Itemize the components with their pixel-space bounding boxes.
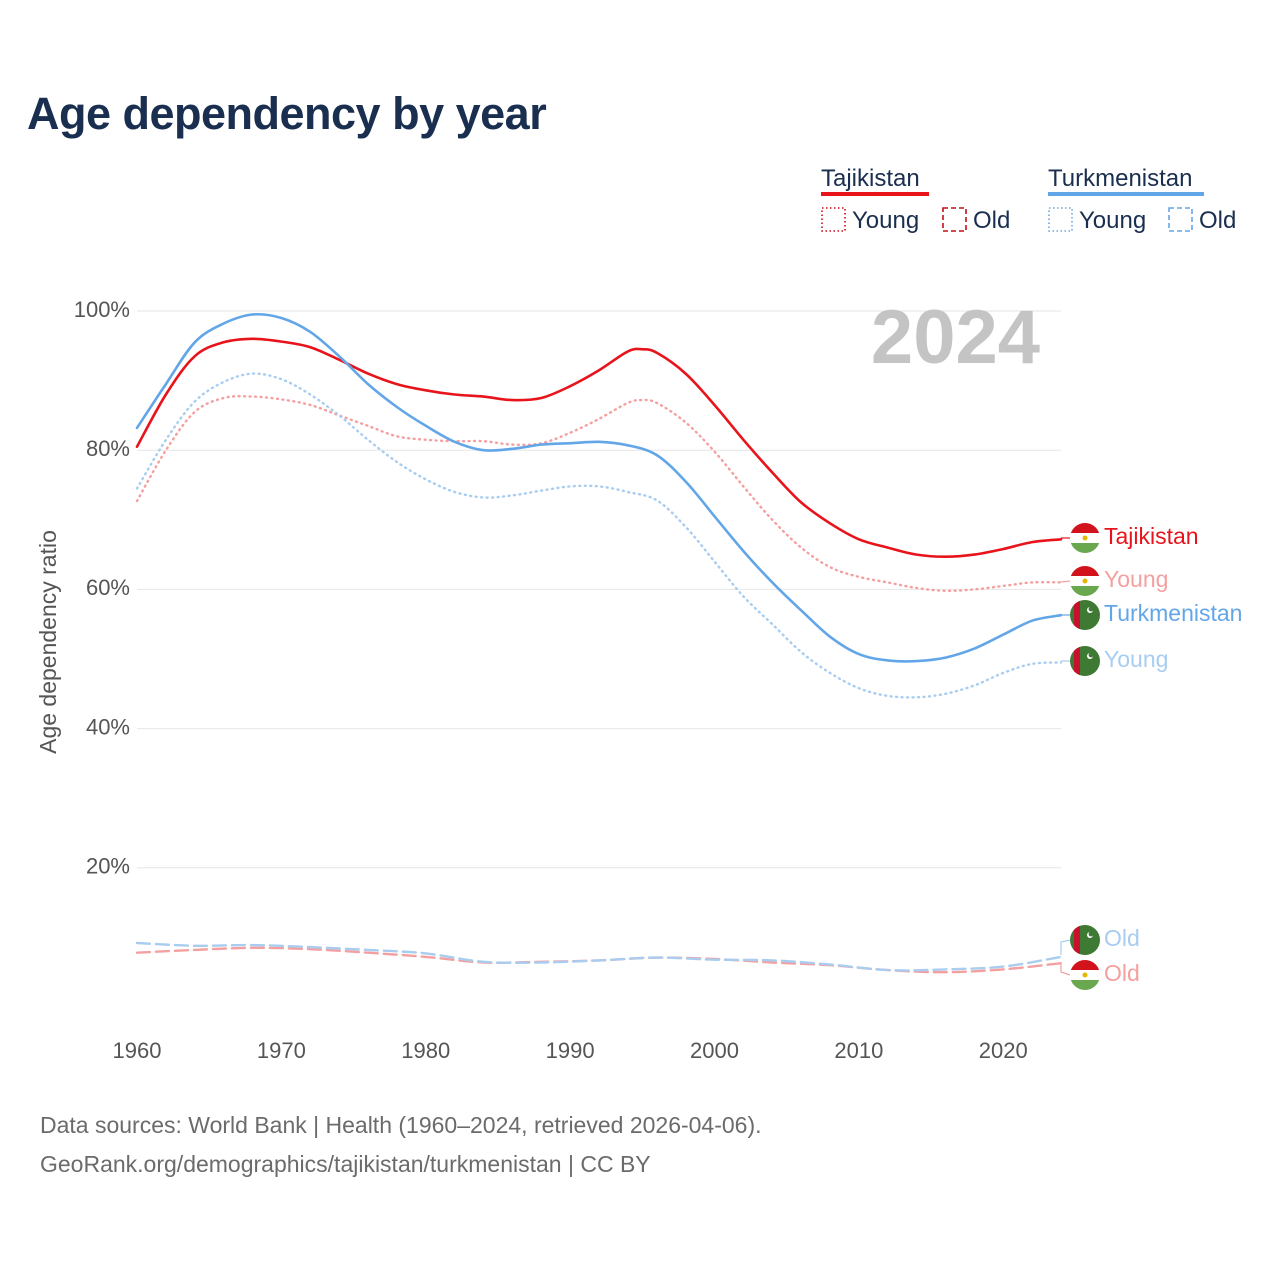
tajikistan-flag-icon [1070, 960, 1100, 990]
chart-title: Age dependency by year [27, 88, 547, 139]
y-axis-label: Age dependency ratio [35, 530, 61, 754]
x-tick-label: 2000 [690, 1038, 739, 1063]
end-label-tajikistan-young: Young [1104, 566, 1168, 592]
series-line-turkmenistan-old[interactable] [135, 941, 1063, 972]
series-line-tajikistan-young[interactable] [135, 395, 1063, 593]
x-tick-label: 2010 [834, 1038, 883, 1063]
end-label-turkmenistan-young: Young [1104, 646, 1168, 672]
y-tick-label: 100% [74, 297, 130, 322]
x-tick-label: 1980 [401, 1038, 450, 1063]
connector-tajikistan-young [1060, 580, 1071, 583]
legend-turkmenistan-young-label[interactable]: Young [1079, 207, 1146, 234]
legend-tajikistan-young-swatch[interactable] [821, 207, 846, 232]
x-tick-label: 2020 [979, 1038, 1028, 1063]
source-url[interactable]: GeoRank.org/demographics/tajikistan/turk… [40, 1151, 651, 1177]
legend-turkmenistan-young-swatch[interactable] [1048, 207, 1073, 232]
legend: Tajikistan Young Old Turkmenistan Young … [821, 165, 1236, 234]
turkmenistan-flag-icon [1070, 925, 1100, 955]
tajikistan-flag-icon [1070, 523, 1100, 553]
source-note: Data sources: World Bank | Health (1960–… [40, 1106, 762, 1184]
label-connectors [1060, 537, 1071, 976]
y-axis-ticks: 20% 40% 60% 80% 100% [74, 297, 130, 879]
grid-lines [137, 310, 1061, 869]
series-line-turkmenistan-young[interactable] [135, 372, 1063, 699]
legend-turkmenistan-old-swatch[interactable] [1168, 207, 1193, 232]
legend-tajikistan-underline [821, 192, 929, 196]
year-watermark: 2024 [871, 295, 1040, 380]
series-line-turkmenistan[interactable] [135, 312, 1063, 663]
y-tick-label: 20% [86, 854, 130, 879]
turkmenistan-flag-icon [1070, 600, 1100, 630]
x-tick-label: 1990 [546, 1038, 595, 1063]
end-label-tajikistan: Tajikistan [1104, 523, 1199, 549]
series-lines [135, 312, 1063, 974]
connector-turkmenistan-old [1060, 939, 1071, 955]
connector-tajikistan-old [1060, 962, 1071, 976]
y-tick-label: 80% [86, 436, 130, 461]
x-axis-ticks: 1960 1970 1980 1990 2000 2010 2020 [113, 1038, 1028, 1063]
turkmenistan-flag-icon [1070, 646, 1100, 676]
series-line-tajikistan[interactable] [135, 337, 1063, 558]
end-label-turkmenistan-old: Old [1104, 925, 1140, 951]
legend-tajikistan-old-swatch[interactable] [942, 207, 967, 232]
y-tick-label: 60% [86, 575, 130, 600]
legend-turkmenistan-old-label[interactable]: Old [1199, 207, 1236, 234]
source-line: Data sources: World Bank | Health (1960–… [40, 1112, 762, 1138]
x-tick-label: 1970 [257, 1038, 306, 1063]
legend-tajikistan-young-label[interactable]: Young [852, 207, 919, 234]
legend-turkmenistan-label[interactable]: Turkmenistan [1048, 165, 1193, 192]
x-tick-label: 1960 [113, 1038, 162, 1063]
legend-turkmenistan-underline [1048, 192, 1204, 196]
legend-tajikistan-label[interactable]: Tajikistan [821, 165, 920, 192]
end-label-turkmenistan: Turkmenistan [1104, 600, 1242, 626]
tajikistan-flag-icon [1070, 566, 1100, 596]
y-tick-label: 40% [86, 714, 130, 739]
legend-tajikistan-old-label[interactable]: Old [973, 207, 1010, 234]
end-label-tajikistan-old: Old [1104, 960, 1140, 986]
